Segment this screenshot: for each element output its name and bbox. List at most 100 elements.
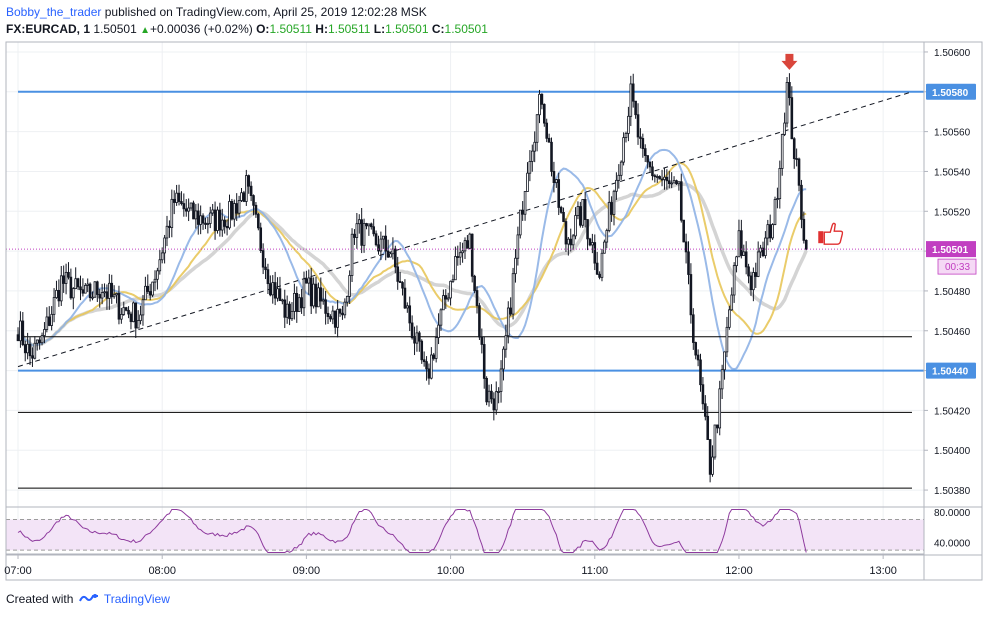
candle-body [194,210,198,220]
candle-body [367,223,371,227]
candle-body [86,283,90,286]
candle-body [199,215,202,225]
candle-body [540,93,544,105]
candle-body [206,223,210,225]
candle-body [679,181,683,221]
candle-body [764,237,767,257]
candle-body [511,273,515,315]
time-tick-label: 09:00 [293,565,321,577]
candle-body [319,287,323,302]
author-link[interactable]: Bobby_the_trader [6,5,102,19]
candle-body [372,226,375,235]
candle-body [804,239,808,250]
tradingview-link[interactable]: TradingView [103,592,170,606]
candle-body [559,207,563,213]
candle-body [278,288,282,302]
candle-body [547,137,551,143]
symbol-label[interactable]: FX:EURCAD, 1 [6,22,91,36]
candle-body [730,294,734,311]
low-label: L: [373,22,386,36]
candle-body [175,192,178,203]
thumbs-up-cuff [818,231,824,244]
candle-body [249,185,253,197]
price-chart[interactable]: 1.50600 1.50580 1.50560 1.50540 1.50520 1.505… [0,0,988,590]
candle-body [648,161,652,168]
candle-body [706,415,710,440]
level-price-tag[interactable] [926,83,976,100]
candle-body [62,275,65,284]
candle-body [742,251,746,256]
candle-body [136,320,140,329]
candle-body [59,275,63,302]
level-price-tag[interactable] [926,362,976,379]
candle-body [269,283,272,296]
candle-body [35,339,39,344]
candle-body [458,252,462,258]
candle-body [148,291,152,296]
time-tick-label: 07:00 [4,565,32,577]
candle-body [576,206,580,216]
candle-body [487,390,491,403]
price-tick-label: 1.50480 [934,287,971,298]
trendline[interactable] [17,91,913,368]
candle-body [530,150,534,162]
candle-body [691,314,695,343]
candle-body [629,83,633,117]
candle-body [74,278,77,289]
candle-body [478,305,481,338]
time-tick-label: 10:00 [437,565,465,577]
chart-header: Bobby_the_trader published on TradingVie… [6,4,488,39]
candle-body [543,103,546,124]
candle-body [605,230,609,243]
candle-body [720,369,724,390]
candle-body [91,296,94,299]
candle-body [677,181,681,185]
candle-body [293,292,296,312]
candle-body [446,297,450,300]
candle-body [401,282,404,289]
rsi-line [17,509,807,553]
candle-body [670,182,673,185]
horizontal-levels[interactable] [18,90,924,489]
candle-body [276,288,279,299]
candle-body [69,276,73,299]
candle-body [607,202,611,231]
candle-body [502,348,505,370]
candle-body [129,313,133,323]
rsi-tick-label: 80.0000 [934,508,971,519]
candle-body [574,215,577,237]
candle-body [127,309,130,315]
moving-averages [16,148,808,371]
price-tick-label: 1.50460 [934,327,971,338]
published-text: published on TradingView.com, April 25, … [104,5,427,19]
current-price-tag[interactable] [926,241,976,258]
candle-body [302,278,306,309]
candle-body [622,137,625,163]
candle-body [768,224,772,239]
candle-body [93,281,97,298]
candle-body [333,310,337,328]
level-price-tag-label: 1.50580 [932,88,969,99]
candle-body [778,168,782,200]
created-with-text: Created with [6,592,74,606]
candle-body [235,203,239,214]
candle-body [38,339,41,344]
candle-body [588,238,592,246]
open-value: 1.50511 [269,22,312,36]
trendline-dashed[interactable] [17,91,913,368]
candle-body [98,294,102,299]
candle-body [223,219,226,227]
candle-body [204,222,207,225]
time-axis[interactable]: 07:00 08:00 09:00 10:00 11:00 12:00 13:00 [4,555,897,577]
candle-body [694,342,698,356]
price-axis[interactable]: 1.50600 1.50580 1.50560 1.50540 1.50520 1.505… [924,48,977,550]
candle-body [67,271,70,278]
price-tick-label: 1.50540 [934,167,971,178]
last-price: 1.50501 [93,22,137,36]
candle-body [377,244,380,252]
candle-body [184,208,188,212]
candle-body [410,322,414,339]
candle-body [201,215,205,224]
candle-body [699,359,702,386]
candle-body [792,138,796,159]
